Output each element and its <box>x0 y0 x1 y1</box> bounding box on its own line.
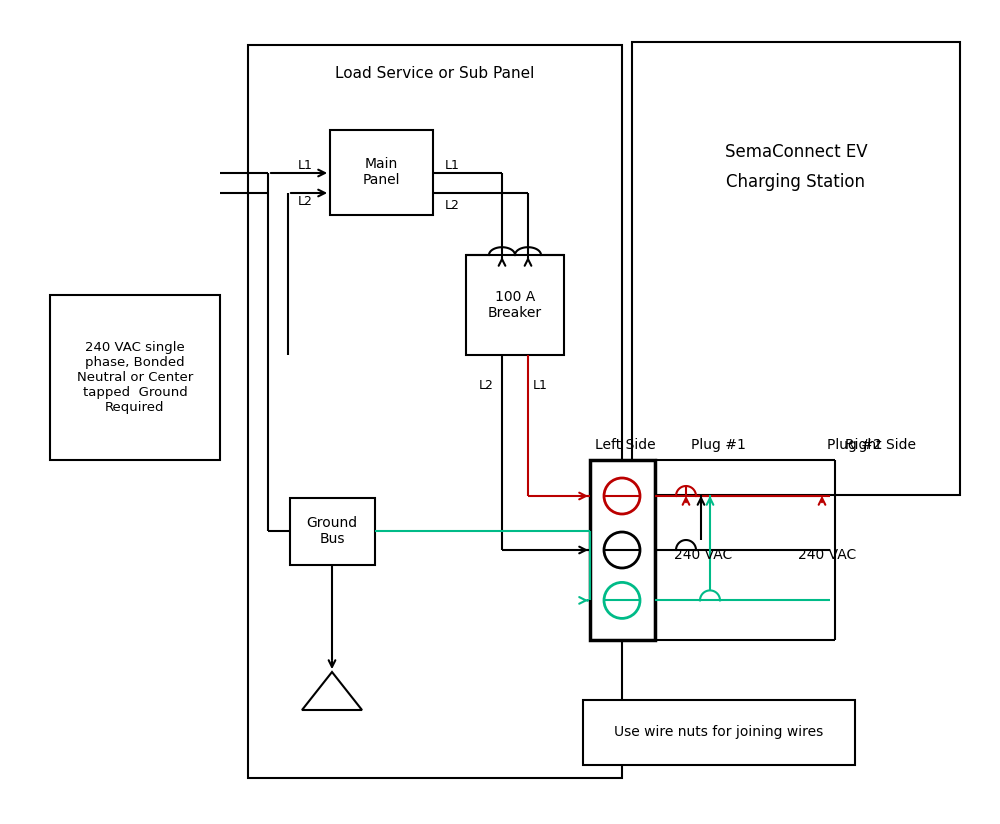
Text: 100 A
Breaker: 100 A Breaker <box>488 290 542 320</box>
Text: L2: L2 <box>298 194 313 208</box>
Text: 240 VAC single
phase, Bonded
Neutral or Center
tapped  Ground
Required: 240 VAC single phase, Bonded Neutral or … <box>77 340 193 414</box>
Bar <box>466 255 564 355</box>
Text: Left Side: Left Side <box>595 438 656 452</box>
Text: 240 VAC: 240 VAC <box>798 548 856 562</box>
Bar <box>583 700 855 765</box>
Bar <box>330 130 433 215</box>
Text: Right Side: Right Side <box>845 438 916 452</box>
Text: Plug #1: Plug #1 <box>691 438 746 452</box>
Text: L2: L2 <box>445 199 460 212</box>
Text: Use wire nuts for joining wires: Use wire nuts for joining wires <box>614 725 824 739</box>
Bar <box>248 45 622 778</box>
Text: Main
Panel: Main Panel <box>362 157 400 187</box>
Text: Charging Station: Charging Station <box>726 173 866 191</box>
Text: 240 VAC: 240 VAC <box>674 548 732 562</box>
Text: L1: L1 <box>298 158 313 171</box>
Text: L1: L1 <box>445 158 460 171</box>
Bar <box>590 460 655 640</box>
Text: Plug #2: Plug #2 <box>827 438 882 452</box>
Bar <box>632 42 960 495</box>
Text: SemaConnect EV: SemaConnect EV <box>725 143 867 161</box>
Text: L2: L2 <box>479 378 493 391</box>
Text: Load Service or Sub Panel: Load Service or Sub Panel <box>335 65 535 81</box>
Text: L1: L1 <box>533 378 547 391</box>
Bar <box>50 295 220 460</box>
Bar <box>290 498 375 565</box>
Text: Ground
Bus: Ground Bus <box>306 516 358 546</box>
